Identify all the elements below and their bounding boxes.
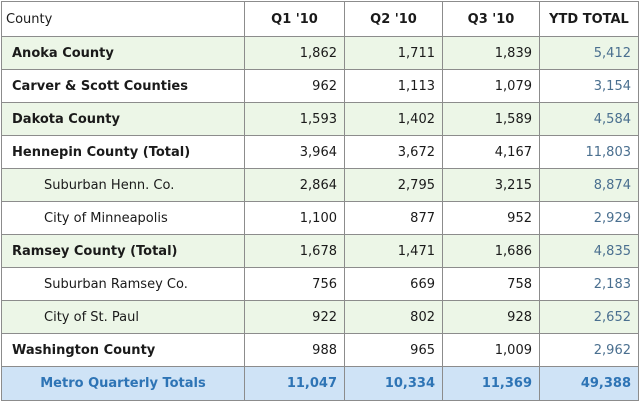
- q3-value: 952: [442, 201, 540, 235]
- q1-value: 1,100: [244, 201, 345, 235]
- q1-value: 922: [244, 300, 345, 334]
- q3-value: 758: [442, 267, 540, 301]
- table-row: Dakota County 1,593 1,402 1,589 4,584: [1, 102, 639, 136]
- table-row: Hennepin County (Total) 3,964 3,672 4,16…: [1, 135, 639, 169]
- q1-value: 756: [244, 267, 345, 301]
- table-row: City of St. Paul 922 802 928 2,652: [1, 300, 639, 334]
- header-q2: Q2 '10: [344, 1, 443, 37]
- q1-value: 2,864: [244, 168, 345, 202]
- header-county: County: [1, 1, 245, 37]
- county-name: Dakota County: [1, 102, 245, 136]
- q1-value: 1,593: [244, 102, 345, 136]
- totals-row: Metro Quarterly Totals 11,047 10,334 11,…: [1, 366, 639, 401]
- county-name: Washington County: [1, 333, 245, 367]
- ytd-value: 2,962: [539, 333, 639, 367]
- q2-value: 965: [344, 333, 443, 367]
- table-row: Ramsey County (Total) 1,678 1,471 1,686 …: [1, 234, 639, 268]
- q3-value: 1,009: [442, 333, 540, 367]
- header-q3: Q3 '10: [442, 1, 540, 37]
- sub-area-name: Suburban Ramsey Co.: [1, 267, 245, 301]
- q2-value: 1,711: [344, 36, 443, 70]
- q3-value: 1,686: [442, 234, 540, 268]
- q1-value: 3,964: [244, 135, 345, 169]
- q3-value: 1,589: [442, 102, 540, 136]
- sub-area-name: City of Minneapolis: [1, 201, 245, 235]
- ytd-value: 2,183: [539, 267, 639, 301]
- header-q1: Q1 '10: [244, 1, 345, 37]
- ytd-value: 2,929: [539, 201, 639, 235]
- ytd-value: 2,652: [539, 300, 639, 334]
- totals-label: Metro Quarterly Totals: [1, 366, 245, 401]
- county-name: Hennepin County (Total): [1, 135, 245, 169]
- q2-value: 802: [344, 300, 443, 334]
- table-row: Anoka County 1,862 1,711 1,839 5,412: [1, 36, 639, 70]
- q2-value: 2,795: [344, 168, 443, 202]
- q1-value: 1,678: [244, 234, 345, 268]
- q2-value: 1,402: [344, 102, 443, 136]
- total-q2-value: 10,334: [344, 366, 443, 401]
- q2-value: 1,113: [344, 69, 443, 103]
- header-ytd-total: YTD TOTAL: [539, 1, 639, 37]
- q3-value: 4,167: [442, 135, 540, 169]
- ytd-value: 11,803: [539, 135, 639, 169]
- sub-area-name: City of St. Paul: [1, 300, 245, 334]
- q1-value: 988: [244, 333, 345, 367]
- ytd-value: 8,874: [539, 168, 639, 202]
- header-row: County Q1 '10 Q2 '10 Q3 '10 YTD TOTAL: [1, 1, 639, 37]
- q2-value: 1,471: [344, 234, 443, 268]
- q3-value: 3,215: [442, 168, 540, 202]
- ytd-value: 5,412: [539, 36, 639, 70]
- total-q3-value: 11,369: [442, 366, 540, 401]
- q2-value: 669: [344, 267, 443, 301]
- q1-value: 1,862: [244, 36, 345, 70]
- q3-value: 1,079: [442, 69, 540, 103]
- table-row: Suburban Ramsey Co. 756 669 758 2,183: [1, 267, 639, 301]
- county-name: Carver & Scott Counties: [1, 69, 245, 103]
- total-ytd-value: 49,388: [539, 366, 639, 401]
- ytd-value: 4,584: [539, 102, 639, 136]
- county-quarterly-table: County Q1 '10 Q2 '10 Q3 '10 YTD TOTAL An…: [1, 1, 639, 401]
- county-name: Ramsey County (Total): [1, 234, 245, 268]
- q2-value: 877: [344, 201, 443, 235]
- q2-value: 3,672: [344, 135, 443, 169]
- table-row: Suburban Henn. Co. 2,864 2,795 3,215 8,8…: [1, 168, 639, 202]
- ytd-value: 3,154: [539, 69, 639, 103]
- table-row: City of Minneapolis 1,100 877 952 2,929: [1, 201, 639, 235]
- county-name: Anoka County: [1, 36, 245, 70]
- total-q1-value: 11,047: [244, 366, 345, 401]
- sub-area-name: Suburban Henn. Co.: [1, 168, 245, 202]
- q3-value: 1,839: [442, 36, 540, 70]
- q3-value: 928: [442, 300, 540, 334]
- table-row: Washington County 988 965 1,009 2,962: [1, 333, 639, 367]
- ytd-value: 4,835: [539, 234, 639, 268]
- q1-value: 962: [244, 69, 345, 103]
- table-row: Carver & Scott Counties 962 1,113 1,079 …: [1, 69, 639, 103]
